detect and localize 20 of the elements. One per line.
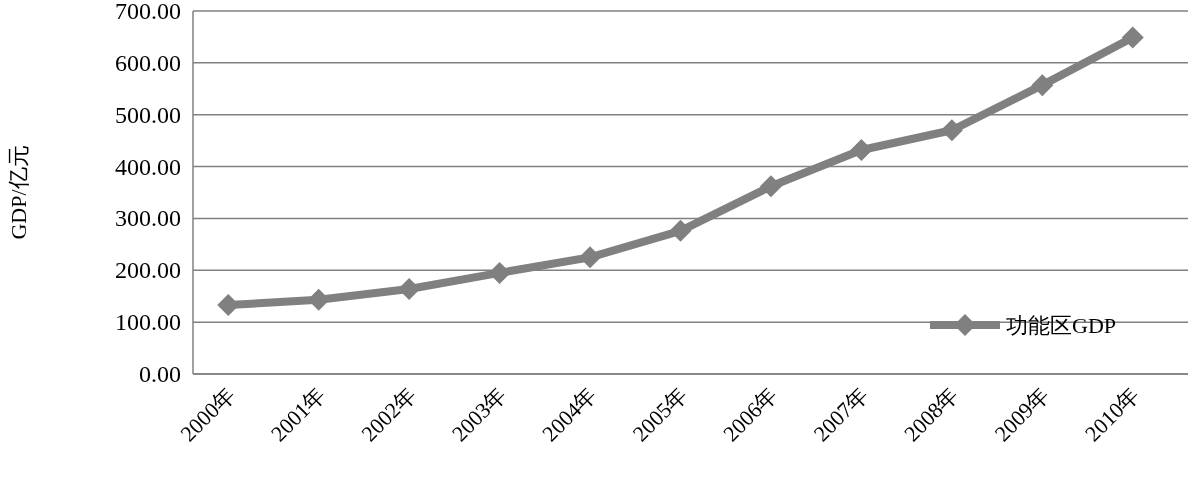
point [488, 261, 511, 284]
y-tick-label: 700.00 [115, 0, 181, 24]
y-tick-label: 400.00 [115, 153, 181, 180]
point [579, 246, 602, 269]
y-tick-label: 100.00 [115, 309, 181, 336]
legend-label: 功能区GDP [1006, 313, 1117, 338]
y-tick-label: 500.00 [115, 101, 181, 128]
point [669, 219, 692, 242]
y-tick-label: 600.00 [115, 49, 181, 76]
point [1121, 26, 1144, 49]
point [1031, 74, 1054, 97]
point [398, 277, 421, 300]
legend: 功能区GDP [930, 313, 1116, 338]
point [940, 119, 963, 142]
y-axis-title: GDP/亿元 [6, 145, 31, 240]
point [850, 138, 873, 161]
point [759, 175, 782, 198]
y-tick-label: 300.00 [115, 205, 181, 232]
y-tick-label: 0.00 [139, 361, 181, 387]
y-tick-label: 200.00 [115, 257, 181, 284]
